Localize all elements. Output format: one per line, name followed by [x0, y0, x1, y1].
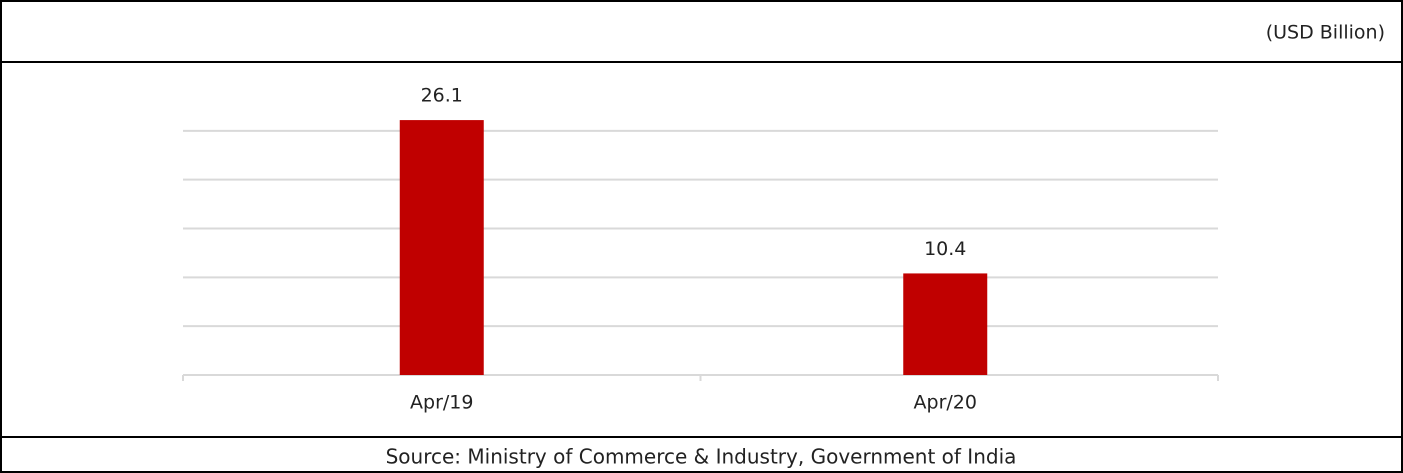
x-tick-label: Apr/20 [914, 392, 977, 414]
bar [399, 120, 484, 375]
data-label: 26.1 [421, 85, 463, 107]
bar [903, 273, 988, 375]
unit-label: (USD Billion) [1266, 22, 1385, 44]
source: Source: Ministry of Commerce & Industry,… [386, 445, 1017, 469]
x-tick-label: Apr/19 [410, 392, 473, 414]
data-label: 10.4 [924, 238, 966, 260]
